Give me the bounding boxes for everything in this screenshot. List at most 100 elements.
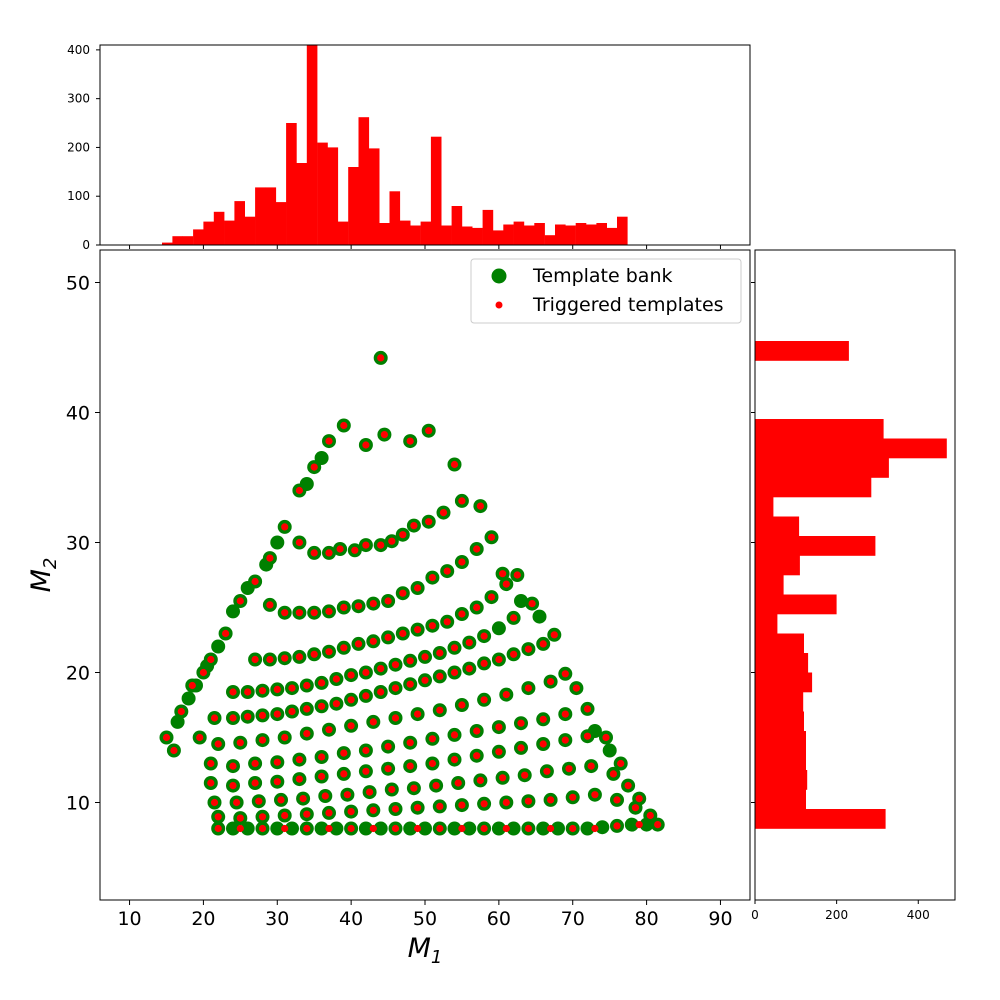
template-bank-point xyxy=(314,821,329,836)
triggered-template-point xyxy=(295,653,303,661)
right-x-tick-label: 400 xyxy=(907,908,930,922)
triggered-template-point xyxy=(436,802,444,811)
top-histogram-bar xyxy=(586,224,597,245)
triggered-template-point xyxy=(569,793,577,801)
right-histogram-bar xyxy=(755,789,806,810)
triggered-template-point xyxy=(236,814,244,822)
template-bank-point xyxy=(299,477,314,491)
triggered-template-point xyxy=(646,811,654,820)
triggered-template-point xyxy=(281,733,289,742)
top-y-tick-label: 100 xyxy=(67,189,90,203)
triggered-template-point xyxy=(369,806,377,814)
triggered-template-point xyxy=(550,631,558,639)
triggered-template-point xyxy=(281,654,289,662)
triggered-template-point xyxy=(406,680,414,688)
triggered-template-point xyxy=(303,705,311,713)
triggered-template-point xyxy=(458,824,466,833)
triggered-template-point xyxy=(258,687,267,695)
triggered-template-point xyxy=(465,665,473,673)
triggered-template-point xyxy=(340,749,348,757)
triggered-template-point xyxy=(229,714,237,722)
template-bank-point xyxy=(329,821,344,836)
triggered-template-point xyxy=(318,702,326,710)
triggered-template-point xyxy=(495,655,503,664)
triggered-template-point xyxy=(273,685,281,694)
top-histogram: 0 100 200 300 400 xyxy=(67,43,751,252)
top-histogram-bar xyxy=(379,223,390,245)
triggered-template-point xyxy=(258,824,267,833)
top-y-tick-label: 200 xyxy=(67,140,90,154)
top-histogram-bar xyxy=(441,225,452,245)
triggered-template-point xyxy=(465,639,473,647)
triggered-template-point xyxy=(502,798,510,807)
y-tick-label: 20 xyxy=(66,663,90,685)
template-bank-point xyxy=(181,691,196,706)
triggered-template-point xyxy=(587,762,595,770)
triggered-template-point xyxy=(425,427,433,435)
x-axis-label: M1 xyxy=(408,933,443,968)
triggered-template-point xyxy=(414,824,422,833)
top-histogram-bar xyxy=(575,223,587,245)
top-histogram-bar xyxy=(534,223,545,245)
triggered-template-point xyxy=(251,577,259,586)
top-histogram-bar xyxy=(193,229,204,245)
triggered-template-point xyxy=(318,679,326,687)
triggered-template-point xyxy=(325,824,333,833)
triggered-template-point xyxy=(406,762,414,770)
triggered-template-point xyxy=(391,684,400,692)
template-bank-point xyxy=(270,535,285,550)
template-bank-point xyxy=(373,821,388,836)
top-histogram-frame xyxy=(99,44,751,246)
triggered-template-point xyxy=(162,733,171,742)
triggered-template-point xyxy=(214,813,222,821)
top-y-tick-label: 0 xyxy=(82,238,90,252)
triggered-template-point xyxy=(583,705,592,713)
triggered-template-point xyxy=(480,659,488,668)
triggered-template-point xyxy=(281,824,289,833)
triggered-template-point xyxy=(281,609,289,617)
triggered-template-point xyxy=(207,759,215,768)
template-bank-point xyxy=(270,821,285,836)
triggered-template-point xyxy=(458,701,466,709)
scatter-plot: 10 20 30 40 50 60 70 80 90 10 20 30 40 50 M1 M2 Templ… xyxy=(26,249,751,968)
triggered-template-point xyxy=(406,437,414,445)
triggered-template-point xyxy=(517,744,525,752)
triggered-template-point xyxy=(428,574,436,582)
triggered-template-point xyxy=(473,727,481,735)
triggered-template-point xyxy=(222,629,230,638)
triggered-template-point xyxy=(347,671,355,679)
triggered-template-point xyxy=(295,609,303,617)
template-bank-point xyxy=(403,821,418,836)
triggered-template-point xyxy=(480,632,488,640)
triggered-template-point xyxy=(214,740,222,748)
triggered-template-point xyxy=(428,622,436,630)
top-histogram-bar xyxy=(286,123,297,245)
top-y-tick-label: 300 xyxy=(67,92,90,106)
triggered-template-point xyxy=(480,696,488,704)
triggered-template-point xyxy=(524,645,533,653)
x-tick-label: 10 xyxy=(117,908,141,930)
triggered-template-point xyxy=(654,821,662,829)
triggered-template-point xyxy=(561,710,569,718)
triggered-template-point xyxy=(384,743,392,751)
triggered-template-point xyxy=(229,688,237,696)
legend-box xyxy=(470,258,742,324)
template-bank-point xyxy=(285,821,299,836)
right-histogram-bars xyxy=(755,341,947,829)
triggered-template-point xyxy=(273,758,281,766)
triggered-template-point xyxy=(495,723,503,731)
triggered-template-point xyxy=(432,782,440,790)
top-histogram-bar xyxy=(337,221,349,245)
triggered-template-point xyxy=(362,668,370,677)
triggered-template-point xyxy=(436,824,444,833)
triggered-template-point xyxy=(332,700,340,708)
triggered-template-point xyxy=(635,821,643,829)
triggered-template-point xyxy=(295,775,303,783)
top-histogram-bar xyxy=(451,206,463,245)
top-histogram-bar xyxy=(234,201,245,245)
triggered-template-point xyxy=(281,811,289,820)
triggered-template-point xyxy=(369,824,377,833)
triggered-template-point xyxy=(513,571,521,579)
triggered-template-point xyxy=(414,626,422,634)
triggered-templates-series xyxy=(162,354,662,833)
